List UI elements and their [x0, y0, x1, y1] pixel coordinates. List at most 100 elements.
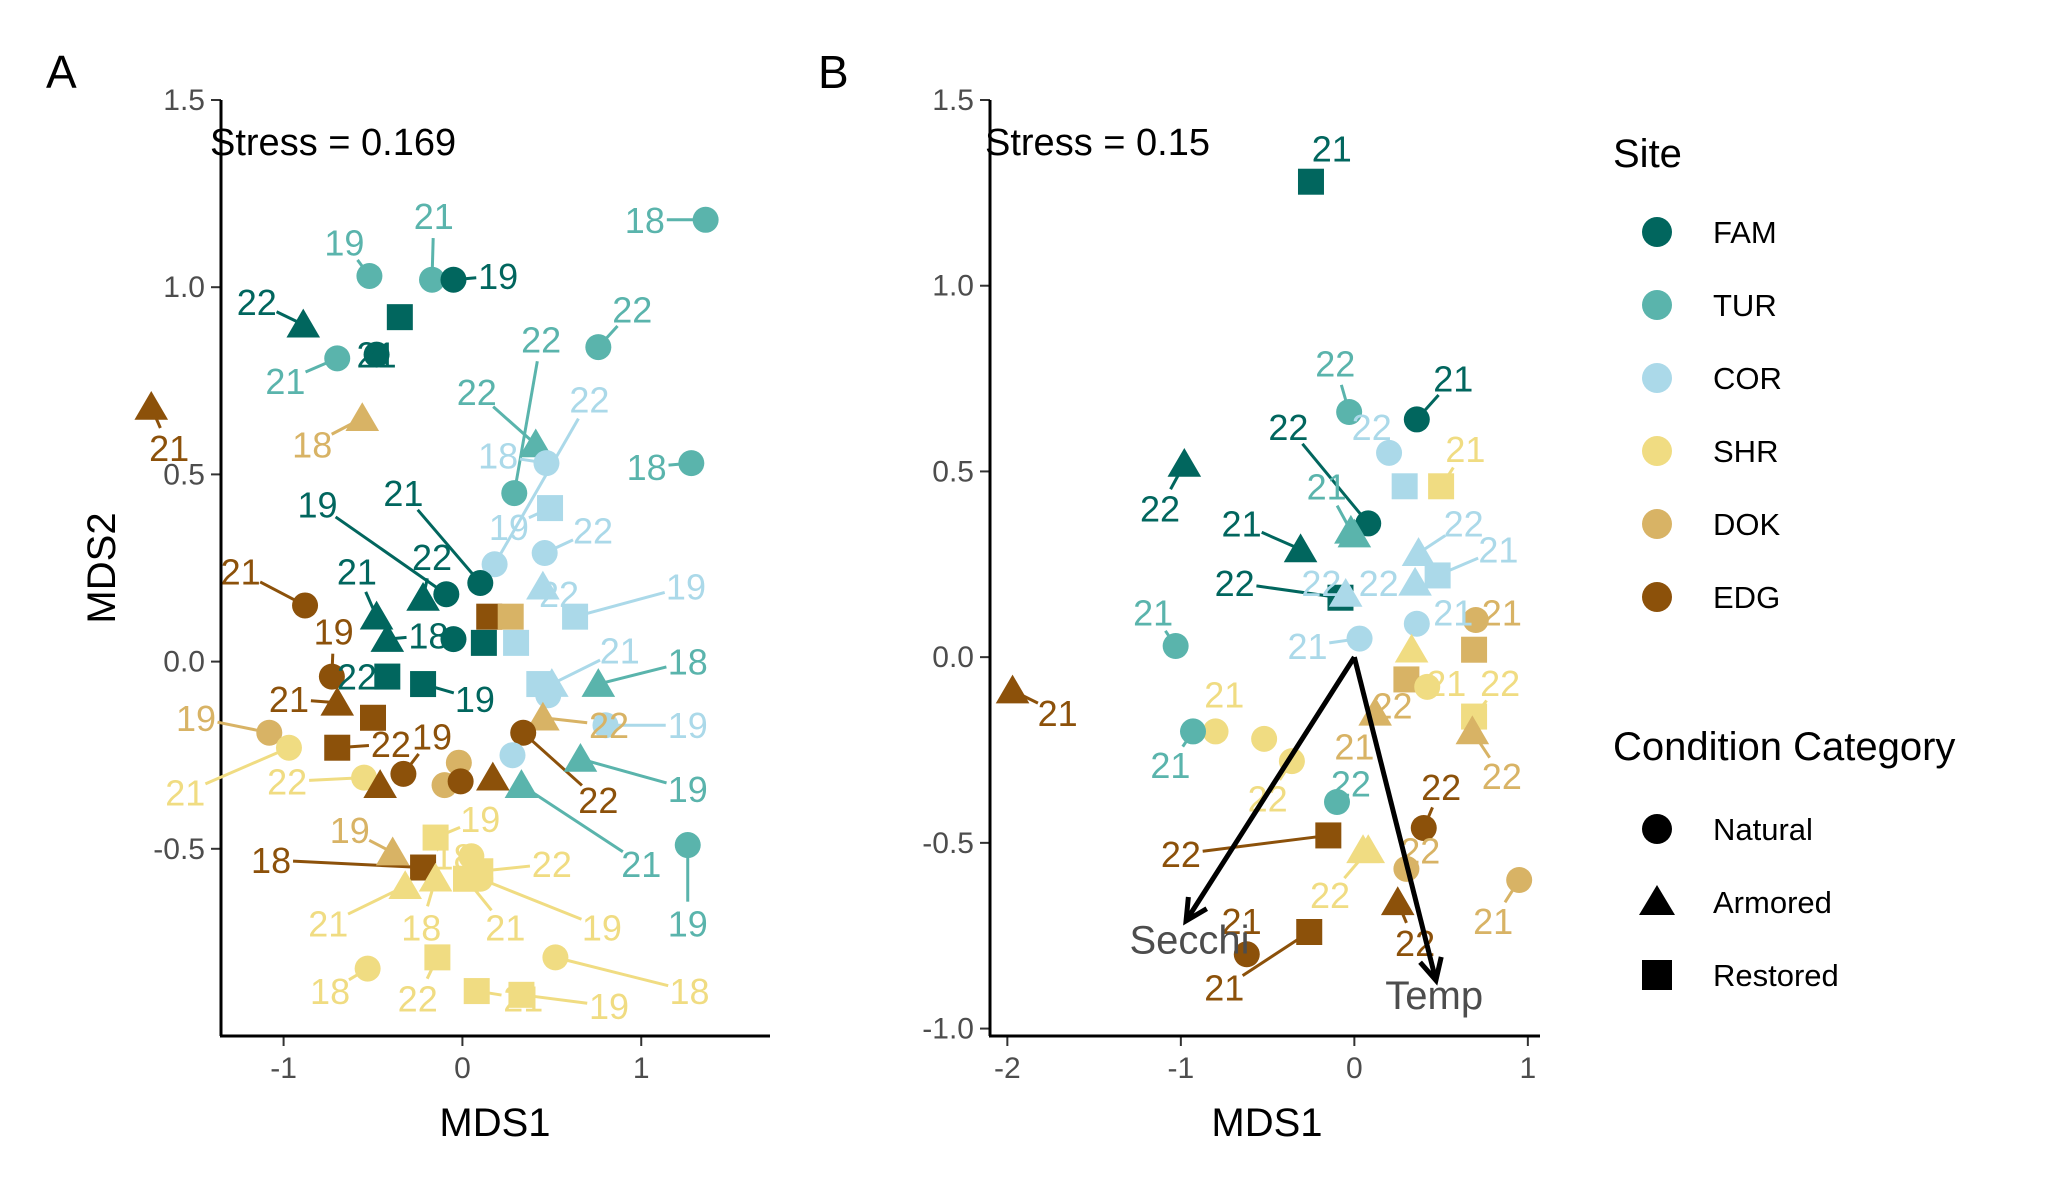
- point-tur-natural: [1162, 633, 1189, 659]
- point-cor-armored: [1398, 566, 1432, 596]
- point-tur-natural: [1324, 789, 1351, 815]
- point-label: 21: [1222, 901, 1262, 942]
- point-cor-natural: [1346, 625, 1373, 652]
- point-edg-natural: [318, 663, 345, 690]
- point-label: 19: [460, 799, 500, 840]
- point-fam-armored: [406, 581, 440, 611]
- point-shr-natural: [354, 955, 381, 982]
- point-tur-armored: [1337, 518, 1372, 548]
- point-fam-natural: [1355, 510, 1382, 537]
- point-label: 21: [621, 844, 661, 885]
- panel-a-label-leaders: [149, 218, 706, 1005]
- point-label: 22: [1421, 767, 1461, 808]
- point-label: 19: [668, 769, 708, 810]
- panel-b: B Stress = 0.15 -1.0-0.50.00.51.01.5 -2-…: [818, 46, 1540, 1145]
- point-shr-natural: [542, 944, 569, 971]
- point-label: 21: [1445, 429, 1485, 470]
- point-shr-natural: [351, 764, 378, 791]
- point-cor-restored: [562, 603, 589, 630]
- label-leader-line: [580, 757, 667, 785]
- point-label: 22: [237, 282, 277, 323]
- y-tick-label: 1.0: [163, 271, 205, 304]
- point-label: 21: [149, 428, 189, 469]
- point-cor-natural: [531, 540, 558, 567]
- label-leader-line: [416, 508, 482, 584]
- point-label: 22: [1315, 344, 1355, 385]
- point-tur-armored: [581, 668, 616, 697]
- point-cor-natural: [533, 450, 560, 477]
- point-label: 21: [1204, 674, 1244, 715]
- point-cor-natural: [592, 712, 619, 739]
- point-edg-natural: [1233, 941, 1260, 968]
- y-tick-label: 0.0: [932, 641, 974, 674]
- point-label: 19: [324, 222, 364, 263]
- label-leader-line: [292, 859, 424, 870]
- point-edg-natural: [1410, 815, 1437, 841]
- point-label: 21: [600, 630, 640, 671]
- point-tur-armored: [504, 769, 539, 798]
- point-dok-armored: [375, 836, 410, 866]
- legend-condition-entries: Natural Armored Restored: [1639, 812, 1839, 993]
- panel-a-points: [134, 206, 719, 1008]
- point-edg-natural: [390, 760, 417, 787]
- point-fam-natural: [363, 341, 390, 368]
- point-tur-natural: [678, 450, 705, 477]
- point-label: 22: [337, 657, 377, 698]
- legend-label-shr: SHR: [1713, 434, 1778, 469]
- point-label: 21: [1312, 128, 1352, 169]
- point-label: 21: [269, 679, 309, 720]
- point-shr-armored: [1394, 633, 1429, 663]
- legend-swatch-shr: [1642, 436, 1672, 466]
- point-dok-armored: [1358, 696, 1392, 726]
- panel-b-letter: B: [818, 46, 849, 98]
- point-shr-restored: [463, 978, 490, 1005]
- point-tur-natural: [501, 480, 528, 507]
- point-tur-natural: [692, 206, 719, 233]
- point-label: 21: [1038, 693, 1078, 734]
- point-shr-restored: [508, 981, 535, 1008]
- legend-label-cor: COR: [1713, 361, 1782, 396]
- point-fam-armored: [1283, 533, 1318, 563]
- point-edg-restored: [360, 704, 387, 731]
- point-label: 22: [371, 724, 411, 765]
- point-cor-restored: [1424, 562, 1451, 589]
- point-label: 22: [1480, 663, 1520, 704]
- point-edg-natural: [447, 768, 474, 795]
- label-leader-line: [512, 361, 539, 494]
- point-label: 22: [457, 372, 497, 413]
- point-label: 19: [478, 256, 518, 297]
- point-label: 22: [1161, 834, 1201, 875]
- point-edg-natural: [292, 592, 319, 619]
- point-cor-restored: [503, 629, 530, 656]
- point-label: 21: [1482, 593, 1522, 634]
- point-tur-armored: [563, 742, 598, 772]
- label-leader-line: [479, 877, 583, 921]
- point-label: 21: [1426, 663, 1466, 704]
- label-leader-line: [492, 405, 537, 446]
- y-tick-label: -0.5: [153, 833, 205, 866]
- label-leader-line: [551, 658, 601, 686]
- point-edg-natural: [510, 719, 537, 746]
- point-label: 21: [1473, 901, 1513, 942]
- label-leader-line: [597, 665, 667, 686]
- point-label: 22: [1352, 407, 1392, 448]
- point-edg-armored: [476, 761, 510, 791]
- point-label: 18: [292, 424, 332, 465]
- x-tick-label: 1: [1520, 1052, 1537, 1085]
- point-dok-natural: [256, 719, 283, 746]
- point-label: 21: [337, 552, 377, 593]
- panel-a: A Stress = 0.169 -0.5 0.0 0.5 1.0 1.5 -1 0 1 1…: [46, 46, 770, 1145]
- point-cor-natural: [535, 682, 562, 709]
- point-shr-armored: [388, 870, 422, 900]
- point-tur-natural: [585, 334, 612, 361]
- point-label: 19: [489, 507, 529, 548]
- point-shr-restored: [422, 824, 449, 851]
- point-tur-armored: [518, 428, 553, 458]
- legend-shape-natural: [1642, 814, 1672, 844]
- point-fam-restored: [1297, 168, 1324, 195]
- point-fam-natural: [440, 266, 467, 293]
- panel-b-points: [995, 168, 1533, 968]
- panel-b-x-ticks: -2 -1 0 1: [994, 1036, 1536, 1085]
